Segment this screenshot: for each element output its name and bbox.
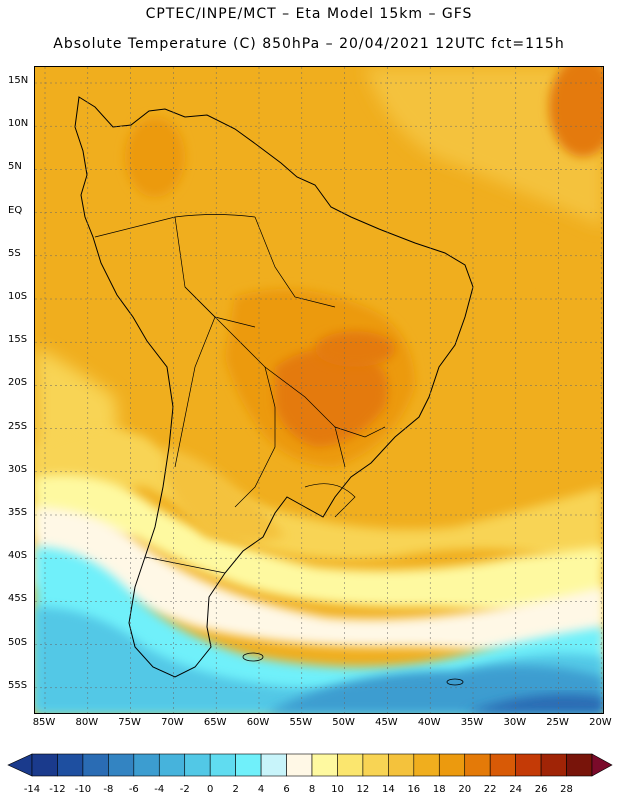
colorbar-swatch-17 bbox=[464, 753, 491, 777]
colorbar-swatch-15 bbox=[413, 753, 440, 777]
colorbar bbox=[0, 750, 618, 784]
lon-label-60w: 60W bbox=[246, 717, 270, 728]
colorbar-under-arrow bbox=[7, 753, 33, 777]
lon-label-45w: 45W bbox=[375, 717, 398, 728]
colorbar-swatch-3 bbox=[108, 753, 135, 777]
lon-label-20w: 20W bbox=[589, 717, 612, 728]
colorbar-swatch-11 bbox=[311, 753, 338, 777]
lon-label-50w: 50W bbox=[332, 717, 355, 728]
colorbar-tick-2: -10 bbox=[74, 784, 92, 795]
coastline-south-america bbox=[74, 96, 474, 678]
colorbar-tick-4: -6 bbox=[128, 784, 139, 795]
field-22C-interior bbox=[275, 349, 388, 447]
colorbar-swatch-9 bbox=[260, 753, 287, 777]
field-minus10C bbox=[465, 694, 603, 713]
lat-label-10n: 10N bbox=[8, 118, 29, 130]
colorbar-swatch-7 bbox=[209, 753, 236, 777]
lon-label-85w: 85W bbox=[32, 717, 56, 728]
colorbar-tick-1: -12 bbox=[49, 784, 66, 795]
chart-title-line1: CPTEC/INPE/MCT – Eta Model 15km – GFS bbox=[145, 6, 473, 22]
colorbar-tick-13: 12 bbox=[356, 784, 370, 795]
temperature-map bbox=[34, 66, 604, 714]
field-22C-brazil bbox=[315, 331, 395, 367]
lat-label-50s: 50S bbox=[8, 636, 28, 648]
lon-label-25w: 25W bbox=[546, 717, 569, 728]
lat-label-5s: 5S bbox=[8, 247, 21, 259]
colorbar-tick-8: 2 bbox=[232, 784, 239, 795]
chart-title-line2: Absolute Temperature (C) 850hPa – 20/04/… bbox=[53, 36, 565, 52]
colorbar-tick-11: 8 bbox=[308, 784, 316, 795]
colorbar-svg bbox=[7, 753, 613, 777]
lon-label-75w: 75W bbox=[118, 717, 141, 728]
colorbar-swatch-1 bbox=[57, 753, 84, 777]
falkland-islands bbox=[242, 652, 264, 662]
colorbar-tick-15: 16 bbox=[407, 784, 421, 795]
lat-label-55s: 55S bbox=[8, 679, 28, 691]
lat-label-eq: EQ bbox=[8, 204, 23, 216]
colorbar-swatch-10 bbox=[286, 753, 313, 777]
lat-label-15n: 15N bbox=[8, 75, 29, 86]
colorbar-swatch-14 bbox=[388, 753, 415, 777]
map-canvas bbox=[35, 67, 603, 713]
colorbar-swatch-16 bbox=[438, 753, 466, 777]
colorbar-tick-7: 0 bbox=[206, 784, 214, 795]
south-georgia bbox=[446, 678, 464, 686]
colorbar-tick-3: -8 bbox=[103, 784, 114, 795]
colorbar-tick-16: 18 bbox=[432, 784, 446, 795]
lat-label-5n: 5N bbox=[8, 161, 22, 173]
field-20C-andes-north bbox=[125, 117, 185, 197]
lon-label-65w: 65W bbox=[203, 717, 227, 728]
colorbar-swatch-20 bbox=[540, 753, 567, 777]
colorbar-tick-20: 26 bbox=[534, 784, 548, 795]
lon-label-35w: 35W bbox=[460, 717, 484, 728]
colorbar-tick-9: 4 bbox=[257, 784, 265, 795]
colorbar-swatch-4 bbox=[133, 753, 160, 777]
field-16C-argentina bbox=[165, 447, 285, 542]
colorbar-tick-18: 22 bbox=[483, 784, 497, 795]
colorbar-swatch-0 bbox=[31, 753, 58, 777]
colorbar-over-arrow bbox=[591, 753, 613, 777]
colorbar-tick-6: -2 bbox=[179, 784, 190, 795]
colorbar-tick-0: -14 bbox=[23, 784, 41, 795]
colorbar-swatch-13 bbox=[362, 753, 389, 777]
lat-label-30s: 30S bbox=[8, 463, 28, 475]
field-6C-band bbox=[35, 507, 603, 667]
colorbar-swatch-21 bbox=[566, 753, 593, 777]
field-18C-atlantic bbox=[385, 277, 603, 537]
colorbar-tick-14: 14 bbox=[381, 784, 395, 795]
country-borders bbox=[94, 214, 386, 574]
colorbar-swatch-8 bbox=[235, 753, 262, 777]
lon-label-80w: 80W bbox=[75, 717, 99, 728]
colorbar-tick-12: 10 bbox=[331, 784, 344, 795]
lat-label-15s: 15S bbox=[8, 334, 28, 346]
lon-label-40w: 40W bbox=[417, 717, 441, 728]
colorbar-swatch-6 bbox=[184, 753, 211, 777]
lon-label-30w: 30W bbox=[503, 717, 527, 728]
colorbar-tick-5: -4 bbox=[154, 784, 165, 795]
lat-label-40s: 40S bbox=[8, 550, 28, 562]
lon-label-55w: 55W bbox=[289, 717, 313, 728]
lon-label-70w: 70W bbox=[161, 717, 184, 728]
lat-label-25s: 25S bbox=[8, 420, 28, 432]
colorbar-tick-17: 20 bbox=[458, 784, 472, 795]
colorbar-swatch-12 bbox=[337, 753, 364, 777]
colorbar-swatch-18 bbox=[489, 753, 516, 777]
colorbar-swatch-5 bbox=[158, 753, 186, 777]
lat-label-45s: 45S bbox=[8, 593, 28, 605]
colorbar-swatch-19 bbox=[515, 753, 542, 777]
field-10C-band bbox=[35, 475, 603, 627]
colorbar-tick-10: 6 bbox=[283, 784, 290, 795]
field-22C-northeast bbox=[549, 67, 603, 157]
colorbar-tick-21: 28 bbox=[560, 784, 573, 795]
colorbar-tick-19: 24 bbox=[509, 784, 522, 795]
lat-label-35s: 35S bbox=[8, 507, 28, 518]
field-16C-north bbox=[365, 67, 603, 227]
colorbar-swatch-2 bbox=[82, 753, 109, 777]
lat-label-10s: 10S bbox=[8, 291, 28, 302]
lat-label-20s: 20S bbox=[8, 377, 28, 389]
